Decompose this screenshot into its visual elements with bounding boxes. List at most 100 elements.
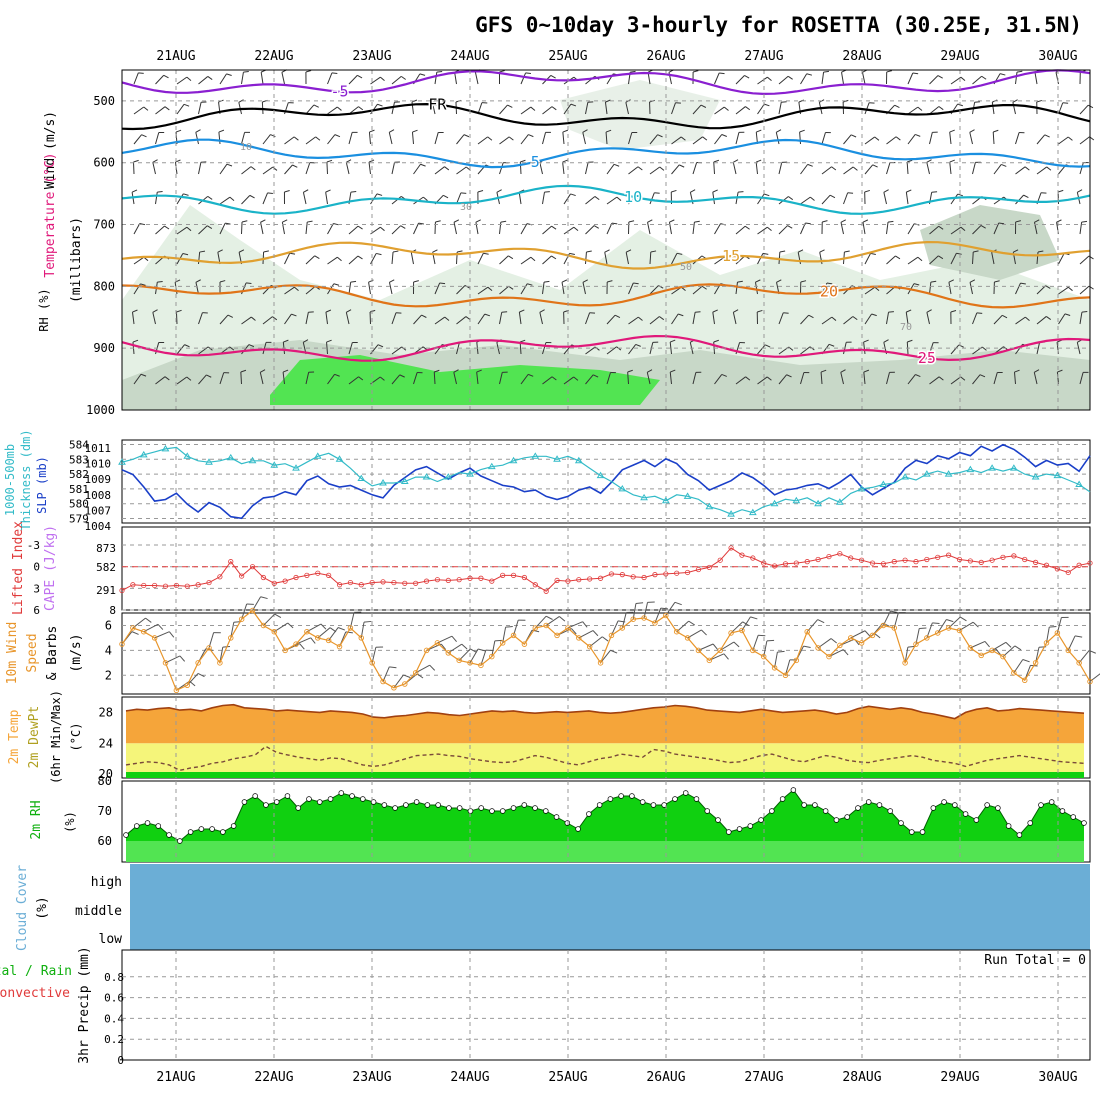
wind-speed-point [206,645,212,651]
wind-barb-flag [765,344,771,348]
wind-barb-flag [243,71,249,73]
rh-shading [560,80,720,150]
rh-point [403,802,409,808]
wind-barb-flag [764,103,770,107]
wind-barb-flag [670,339,676,343]
wind-barb [284,252,291,265]
wind-barb-flag [475,219,481,223]
rh-point [962,811,969,817]
wind-barb-flag [1022,659,1030,663]
wind-barb [929,75,939,85]
wind-barb [714,72,720,85]
wind-barb-flag [976,312,983,314]
wind-barb-flag [1056,219,1062,223]
wind-speed-point [358,635,365,641]
wind-barb-flag [357,255,363,260]
wind-barb-flag [852,316,858,321]
wind-barb-flag [186,376,192,381]
wind-barb [499,104,508,115]
date-label-top: 30AUG [1038,49,1077,64]
date-label-top: 26AUG [646,49,685,64]
wind-barb [563,103,572,115]
wind-barb [241,316,252,325]
wind-barb-flag [1046,316,1052,320]
wind-barb-flag [678,313,684,317]
wind-barb [735,225,746,235]
wind-barb [625,102,629,115]
wind-barb [240,371,242,385]
wind-barb-flag [182,253,189,256]
wind-barb [305,255,316,265]
wind-barb [348,342,353,355]
wind-barb-flag [1036,99,1043,103]
wind-barb [714,256,725,265]
wind-speed-point [956,627,963,634]
wind-barb-flag [776,129,782,133]
wind-barb-flag [358,376,364,381]
wind-speed-point [695,647,702,654]
li-point [956,556,963,563]
li-point [413,580,419,586]
li-point [423,578,430,584]
wind-barb-flag [582,621,588,628]
wind-barb [456,342,460,355]
thickness-point [618,484,627,492]
rh-point [327,796,334,802]
pressure-tick-label: 1000 [86,403,115,417]
wind-barb [262,316,273,325]
wind-barb-flag [806,73,813,76]
rh-point [1081,820,1087,826]
wind-speed-point [456,657,462,664]
wind-speed-point [652,620,658,626]
wind-barb [259,372,264,385]
rh-point [360,796,366,802]
wind-barb [1079,222,1083,235]
wind-barb [886,136,897,145]
wind-barb-flag [238,249,245,253]
wind-barb-flag [199,250,206,253]
li-point [195,582,201,588]
wind-barb-flag [272,316,278,321]
wind-barb-flag [337,627,346,631]
wind-barb-flag [863,339,869,343]
wind-barb [563,193,571,205]
wind-barb [950,76,962,85]
thickness-point [705,502,714,510]
li-point [543,588,549,594]
li-point [946,552,952,558]
wind-barb-flag [701,629,707,636]
wind-barb-flag [926,309,932,313]
wind-speed-point [217,660,223,666]
wind-barb-flag [1034,219,1040,223]
rh-point [812,802,818,808]
cape-axis-label: CAPE (J/kg) [43,525,58,611]
wind-speed-point [739,627,745,634]
li-point [282,578,288,584]
wind-barb [757,103,765,115]
wind-barb [477,253,484,265]
wind-barb-flag [659,316,665,321]
wind-barb [370,76,381,85]
wind-barb-flag [635,602,644,604]
thickness-point [683,492,692,499]
wind-barb [282,372,285,385]
wind-barb-flag [960,616,967,622]
wind-barb-flag [733,641,740,648]
li-point [217,574,223,580]
wind-barb-flag [605,99,611,103]
rh-tick-label: 80 [98,774,112,788]
precip-tick-label: 0.2 [104,1033,124,1046]
li-point [837,551,843,557]
cloud-cover-area [130,864,1090,950]
wind-barb-flag [680,136,686,141]
wind-barb-flag [263,250,269,253]
li-point [369,579,375,586]
wind-barb [348,376,359,385]
date-label-bottom: 30AUG [1038,1070,1077,1085]
thickness-point [748,508,757,516]
wind-speed-point [771,665,778,671]
rh-point [198,826,205,832]
wind-speed-point [1000,653,1006,660]
wind-speed-point [543,622,549,629]
wind-barb-flag [762,252,769,255]
